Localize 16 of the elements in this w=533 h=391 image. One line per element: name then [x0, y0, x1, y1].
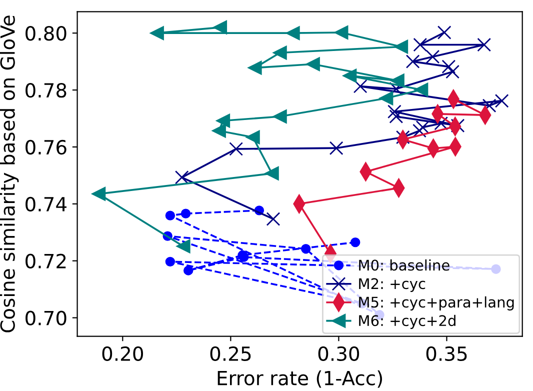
x-tick-label: 0.35	[426, 346, 467, 362]
legend-label: M2: +cyc	[359, 278, 426, 292]
legend-label: M5: +cyc+para+lang	[359, 296, 514, 310]
y-tick-label: 0.76	[26, 140, 66, 155]
y-tick-label: 0.80	[26, 26, 66, 41]
y-tick-label: 0.74	[26, 196, 66, 212]
legend-label: M0: baseline	[359, 259, 450, 271]
y-tick-label: 0.78	[26, 82, 66, 98]
legend-label: M6: +cyc+2d	[359, 314, 456, 329]
x-tick-label: 0.30	[318, 346, 360, 362]
y-tick-label: 0.72	[26, 254, 66, 268]
y-tick-label: 0.70	[26, 310, 66, 326]
y-axis-title: Cosine similarity based on GloVe	[0, 16, 19, 332]
x-tick-label: 0.25	[210, 346, 251, 362]
x-tick-label: 0.20	[102, 346, 144, 362]
x-axis-title: Error rate (1-Acc)	[218, 370, 382, 388]
